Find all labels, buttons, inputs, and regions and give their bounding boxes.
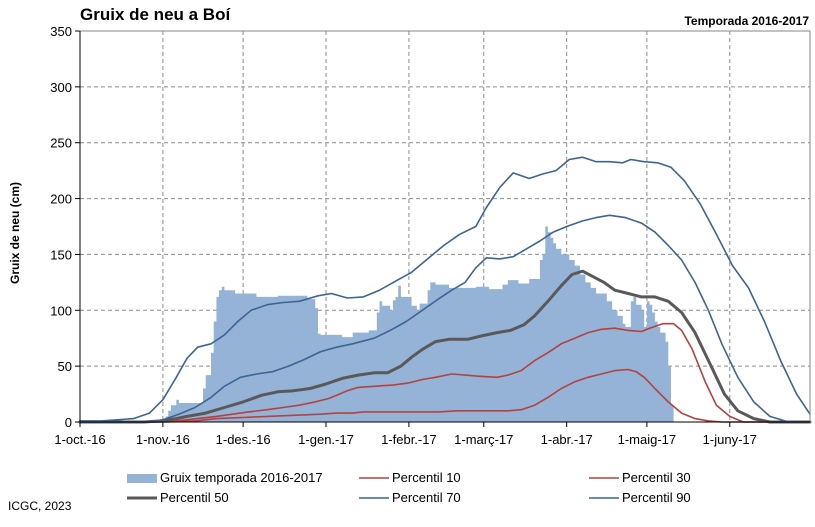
credit-text: ICGC, 2023 xyxy=(8,499,72,513)
chart-title: Gruix de neu a Boí xyxy=(80,5,231,24)
legend-label: Percentil 70 xyxy=(392,490,461,505)
x-tick-label: 1-març-17 xyxy=(454,432,513,447)
legend-item: Gruix temporada 2016-2017 xyxy=(127,470,323,485)
x-tick-label: 1-juny-17 xyxy=(703,432,757,447)
x-tick-label: 1-gen.-17 xyxy=(298,432,354,447)
x-tick-label: 1-nov.-16 xyxy=(136,432,190,447)
x-tick-label: 1-oct.-16 xyxy=(54,432,105,447)
legend-item: Percentil 90 xyxy=(589,490,691,505)
x-tick-label: 1-maig-17 xyxy=(618,432,677,447)
y-tick-label: 0 xyxy=(65,415,72,430)
series-line-percentil-30 xyxy=(79,322,811,423)
y-axis-label: Gruix de neu (cm) xyxy=(8,182,22,284)
legend-label: Percentil 50 xyxy=(160,490,229,505)
series-area-gruix-2016-2017 xyxy=(80,226,810,422)
x-tick-labels: 1-oct.-16 1-nov.-16 1-des.-16 1-gen.-17 1-fe… xyxy=(54,432,757,447)
y-tick-label: 150 xyxy=(50,247,72,262)
legend-item: Percentil 70 xyxy=(359,490,461,505)
y-tick-label: 250 xyxy=(50,136,72,151)
y-tick-label: 350 xyxy=(50,24,72,39)
series-layer xyxy=(78,156,812,424)
x-tick-label: 1-febr.-17 xyxy=(381,432,437,447)
y-tick-label: 300 xyxy=(50,80,72,95)
series-line-percentil-50 xyxy=(78,269,812,424)
series-line-percentil-90 xyxy=(79,156,811,422)
legend-item: Percentil 30 xyxy=(589,470,691,485)
chart-subtitle: Temporada 2016-2017 xyxy=(684,14,809,28)
axes xyxy=(75,30,811,427)
legend-label: Percentil 10 xyxy=(392,470,461,485)
legend: Gruix temporada 2016-2017 Percentil 10 Per… xyxy=(127,470,691,505)
legend-item: Percentil 50 xyxy=(127,490,229,505)
y-tick-labels: 0 50 100 150 200 250 300 350 xyxy=(50,24,72,430)
legend-item: Percentil 10 xyxy=(359,470,461,485)
legend-label: Gruix temporada 2016-2017 xyxy=(160,470,323,485)
x-tick-label: 1-des.-16 xyxy=(216,432,271,447)
legend-label: Percentil 90 xyxy=(622,490,691,505)
x-tick-label: 1-abr.-17 xyxy=(541,432,593,447)
y-tick-label: 100 xyxy=(50,303,72,318)
legend-label: Percentil 30 xyxy=(622,470,691,485)
series-line-percentil-70 xyxy=(79,214,811,423)
series-line-percentil-10 xyxy=(79,368,811,423)
y-tick-label: 50 xyxy=(58,359,72,374)
legend-swatch xyxy=(127,474,157,483)
y-tick-label: 200 xyxy=(50,192,72,207)
